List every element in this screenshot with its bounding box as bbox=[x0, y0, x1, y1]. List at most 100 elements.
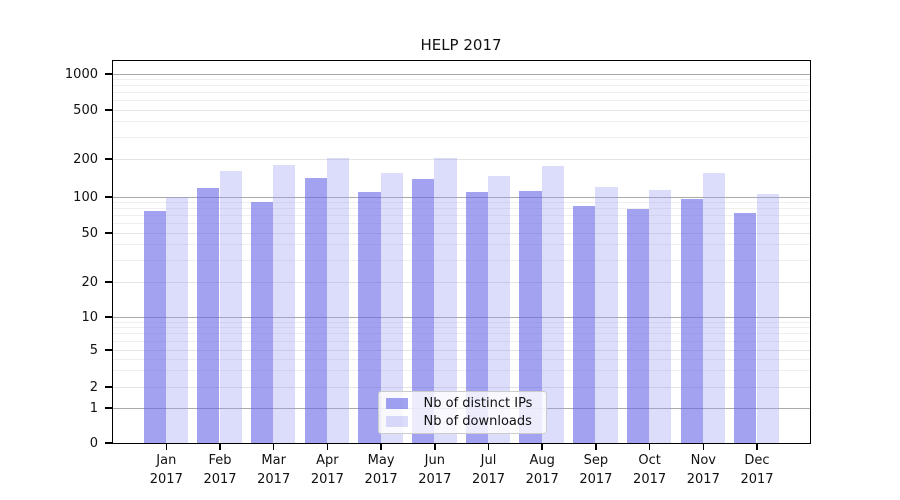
bar-downloads bbox=[595, 187, 618, 443]
bar-downloads bbox=[165, 197, 189, 443]
x-tick-label: Jan 2017 bbox=[149, 453, 183, 487]
y-tick-label: 5 bbox=[89, 342, 98, 358]
bar-downloads bbox=[702, 172, 726, 443]
x-tick bbox=[648, 444, 651, 450]
x-tick bbox=[702, 444, 705, 450]
y-tick bbox=[104, 386, 112, 388]
x-tick-label: Oct 2017 bbox=[633, 453, 667, 487]
legend-swatch-downloads bbox=[385, 415, 408, 427]
y-tick bbox=[104, 109, 112, 111]
y-minor-gridline bbox=[113, 78, 810, 80]
x-tick-label: Mar 2017 bbox=[257, 453, 291, 487]
y-gridline bbox=[113, 232, 810, 234]
bar-distinct-ips bbox=[412, 178, 435, 443]
x-tick bbox=[165, 444, 168, 450]
bar-distinct-ips bbox=[465, 191, 488, 443]
y-minor-gridline bbox=[113, 259, 810, 261]
y-gridline bbox=[113, 386, 810, 388]
y-tick bbox=[104, 407, 112, 409]
y-minor-gridline bbox=[113, 327, 810, 329]
bar-distinct-ips bbox=[573, 206, 596, 443]
x-tick bbox=[541, 444, 543, 450]
legend-label-downloads: Nb of downloads bbox=[423, 413, 532, 429]
bar-distinct-ips bbox=[250, 201, 274, 443]
x-tick-label: Aug 2017 bbox=[525, 453, 559, 487]
y-minor-gridline bbox=[113, 201, 810, 203]
y-minor-gridline bbox=[113, 92, 810, 94]
y-gridline bbox=[113, 316, 810, 318]
x-tick-label: Dec 2017 bbox=[740, 453, 774, 487]
bar-distinct-ips bbox=[143, 211, 166, 443]
y-gridline bbox=[113, 196, 810, 198]
y-gridline bbox=[113, 158, 810, 160]
x-tick bbox=[487, 444, 490, 450]
y-minor-gridline bbox=[113, 321, 810, 323]
y-minor-gridline bbox=[113, 223, 810, 225]
bar-downloads bbox=[756, 193, 779, 443]
bar-downloads bbox=[326, 157, 350, 443]
y-minor-gridline bbox=[113, 208, 810, 210]
bar-distinct-ips bbox=[358, 192, 381, 443]
legend-item-distinct-ips: Nb of distinct IPs bbox=[385, 395, 546, 411]
bar-distinct-ips bbox=[304, 177, 327, 443]
y-tick-label: 200 bbox=[73, 151, 98, 167]
x-tick bbox=[326, 444, 329, 450]
y-minor-gridline bbox=[113, 333, 810, 335]
legend-label-distinct-ips: Nb of distinct IPs bbox=[423, 395, 533, 411]
y-gridline bbox=[113, 281, 810, 283]
x-tick-label: Nov 2017 bbox=[686, 453, 720, 487]
legend-item-downloads: Nb of downloads bbox=[385, 413, 546, 429]
y-tick-label: 0 bbox=[89, 435, 98, 451]
x-tick-label: Jun 2017 bbox=[418, 453, 452, 487]
y-gridline bbox=[113, 349, 810, 351]
x-tick-label: May 2017 bbox=[364, 453, 398, 487]
y-tick-label: 50 bbox=[81, 225, 98, 241]
y-tick-label: 1000 bbox=[64, 66, 98, 82]
y-minor-gridline bbox=[113, 358, 810, 360]
x-tick-label: Feb 2017 bbox=[203, 453, 237, 487]
chart-title: HELP 2017 bbox=[420, 36, 502, 54]
bar-downloads bbox=[219, 171, 242, 443]
y-tick bbox=[104, 73, 112, 75]
y-minor-gridline bbox=[113, 100, 810, 102]
plot-area: Nb of distinct IPs Nb of downloads bbox=[112, 60, 811, 444]
y-tick bbox=[104, 349, 112, 351]
bar-distinct-ips bbox=[626, 209, 650, 443]
y-gridline bbox=[113, 109, 810, 111]
x-tick bbox=[434, 444, 436, 450]
x-tick bbox=[272, 444, 275, 450]
y-minor-gridline bbox=[113, 244, 810, 246]
y-tick-label: 10 bbox=[81, 309, 98, 325]
legend: Nb of distinct IPs Nb of downloads bbox=[377, 390, 547, 434]
y-tick bbox=[104, 316, 112, 318]
bar-distinct-ips bbox=[734, 213, 757, 443]
bar-downloads bbox=[273, 164, 296, 443]
x-tick bbox=[380, 444, 382, 450]
y-tick-label: 20 bbox=[81, 274, 98, 290]
y-minor-gridline bbox=[113, 340, 810, 342]
y-minor-gridline bbox=[113, 370, 810, 372]
y-tick-label: 1 bbox=[89, 400, 98, 416]
x-tick-label: Sep 2017 bbox=[579, 453, 613, 487]
bar-downloads bbox=[434, 157, 457, 443]
y-tick-label: 500 bbox=[73, 102, 98, 118]
x-tick bbox=[595, 444, 597, 450]
bar-distinct-ips bbox=[197, 188, 220, 443]
bar-downloads bbox=[380, 172, 403, 443]
bar-downloads bbox=[541, 166, 564, 443]
y-tick bbox=[104, 158, 112, 160]
y-minor-gridline bbox=[113, 85, 810, 87]
y-minor-gridline bbox=[113, 136, 810, 138]
bar-distinct-ips bbox=[680, 198, 703, 443]
y-tick bbox=[104, 196, 112, 198]
x-tick bbox=[756, 444, 758, 450]
y-gridline bbox=[113, 73, 810, 75]
y-tick-label: 100 bbox=[73, 189, 98, 205]
x-tick-label: Apr 2017 bbox=[310, 453, 344, 487]
y-minor-gridline bbox=[113, 121, 810, 123]
bar-downloads bbox=[488, 176, 511, 443]
y-tick bbox=[104, 442, 112, 444]
x-tick bbox=[219, 444, 221, 450]
y-tick-label: 2 bbox=[89, 379, 98, 395]
